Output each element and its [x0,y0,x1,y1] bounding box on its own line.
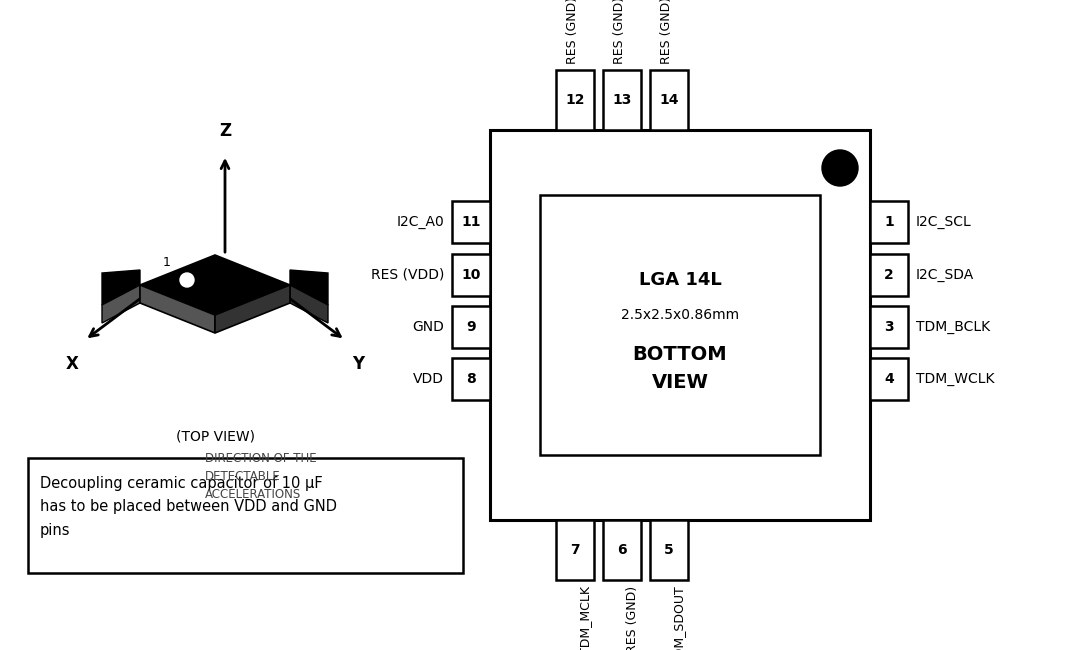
Text: 12: 12 [565,93,584,107]
Text: RES (GND): RES (GND) [626,586,639,650]
Text: 2.5x2.5x0.86mm: 2.5x2.5x0.86mm [621,308,739,322]
Text: 13: 13 [612,93,632,107]
Text: RES (GND): RES (GND) [566,0,579,64]
Text: 10: 10 [461,268,481,282]
Text: RES (GND): RES (GND) [660,0,673,64]
Text: TDM_SDOUT: TDM_SDOUT [673,586,686,650]
Text: 5: 5 [664,543,674,557]
Text: 7: 7 [570,543,580,557]
Text: TDM_MCLK: TDM_MCLK [579,586,592,650]
Bar [453,306,490,348]
Text: Decoupling ceramic capacitor of 10 μF
has to be placed between VDD and GND
pins: Decoupling ceramic capacitor of 10 μF ha… [40,476,337,538]
Text: (TOP VIEW): (TOP VIEW) [175,430,255,444]
Text: VIEW: VIEW [651,374,708,393]
Text: Y: Y [352,355,364,373]
Bar [870,201,908,243]
Text: VDD: VDD [413,372,444,386]
Bar [540,195,820,455]
Text: RES (GND): RES (GND) [613,0,626,64]
Text: X: X [66,355,79,373]
Bar [870,358,908,400]
Text: 4: 4 [885,372,894,386]
Text: RES (VDD): RES (VDD) [370,268,444,282]
Text: TDM_WCLK: TDM_WCLK [916,372,995,386]
Bar [453,201,490,243]
Text: LGA 14L: LGA 14L [638,271,721,289]
Bar [603,70,642,130]
Bar [490,130,870,520]
Text: DIRECTION OF THE
DETECTABLE
ACCELERATIONS: DIRECTION OF THE DETECTABLE ACCELERATION… [205,452,316,501]
Text: 9: 9 [467,320,476,334]
Bar [870,306,908,348]
Text: 14: 14 [659,93,678,107]
Text: I2C_A0: I2C_A0 [396,215,444,229]
Polygon shape [102,285,140,323]
Text: 3: 3 [885,320,894,334]
Text: 1: 1 [163,257,171,270]
Text: 8: 8 [467,372,476,386]
Text: TDM_BCLK: TDM_BCLK [916,320,990,334]
Text: I2C_SCL: I2C_SCL [916,215,972,229]
Text: 6: 6 [617,543,626,557]
Text: Z: Z [219,122,231,140]
Polygon shape [140,255,291,315]
Text: I2C_SDA: I2C_SDA [916,268,974,282]
Polygon shape [102,270,140,305]
Bar [650,70,688,130]
Polygon shape [140,285,215,333]
Text: BOTTOM: BOTTOM [633,346,727,365]
Polygon shape [215,285,291,333]
Bar [556,520,594,580]
Circle shape [822,150,858,186]
Bar [453,254,490,296]
Bar [453,358,490,400]
Text: GND: GND [413,320,444,334]
Text: 1: 1 [885,215,894,229]
Polygon shape [291,270,328,305]
Bar [650,520,688,580]
Circle shape [180,273,194,287]
Bar [603,520,642,580]
Polygon shape [291,285,328,323]
Text: 2: 2 [885,268,894,282]
Text: 11: 11 [461,215,481,229]
Bar [870,254,908,296]
Bar [556,70,594,130]
Bar [28,458,463,573]
